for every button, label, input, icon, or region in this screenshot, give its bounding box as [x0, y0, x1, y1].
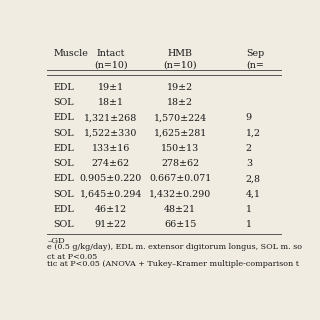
- Text: 1,570±224: 1,570±224: [154, 113, 207, 122]
- Text: SOL: SOL: [54, 190, 74, 199]
- Text: 0.667±0.071: 0.667±0.071: [149, 174, 211, 183]
- Text: 66±15: 66±15: [164, 220, 196, 229]
- Text: 19±1: 19±1: [98, 83, 124, 92]
- Text: 48±21: 48±21: [164, 205, 196, 214]
- Text: 278±62: 278±62: [161, 159, 199, 168]
- Text: HMB
(n=10): HMB (n=10): [163, 50, 197, 69]
- Text: SOL: SOL: [54, 220, 74, 229]
- Text: EDL: EDL: [54, 113, 74, 122]
- Text: EDL: EDL: [54, 205, 74, 214]
- Text: 0.905±0.220: 0.905±0.220: [80, 174, 142, 183]
- Text: 1,432±0.290: 1,432±0.290: [149, 190, 211, 199]
- Text: ct at P<0.05: ct at P<0.05: [47, 253, 98, 261]
- Text: Sep
(n=: Sep (n=: [246, 50, 264, 69]
- Text: 1,625±281: 1,625±281: [154, 129, 207, 138]
- Text: 2,8: 2,8: [246, 174, 261, 183]
- Text: 91±22: 91±22: [95, 220, 127, 229]
- Text: 18±1: 18±1: [98, 98, 124, 107]
- Text: SOL: SOL: [54, 159, 74, 168]
- Text: 3: 3: [246, 159, 252, 168]
- Text: tic at P<0.05 (ANOVA + Tukey–Kramer multiple-comparison t: tic at P<0.05 (ANOVA + Tukey–Kramer mult…: [47, 260, 300, 268]
- Text: –GD: –GD: [47, 237, 65, 245]
- Text: 2: 2: [246, 144, 252, 153]
- Text: 274±62: 274±62: [92, 159, 130, 168]
- Text: EDL: EDL: [54, 174, 74, 183]
- Text: 1,645±0.294: 1,645±0.294: [79, 190, 142, 199]
- Text: SOL: SOL: [54, 98, 74, 107]
- Text: 1: 1: [246, 220, 252, 229]
- Text: SOL: SOL: [54, 129, 74, 138]
- Text: Intact
(n=10): Intact (n=10): [94, 50, 127, 69]
- Text: 46±12: 46±12: [95, 205, 127, 214]
- Text: 18±2: 18±2: [167, 98, 193, 107]
- Text: EDL: EDL: [54, 144, 74, 153]
- Text: 150±13: 150±13: [161, 144, 199, 153]
- Text: 1,321±268: 1,321±268: [84, 113, 137, 122]
- Text: 9: 9: [246, 113, 252, 122]
- Text: 19±2: 19±2: [167, 83, 193, 92]
- Text: e (0.5 g/kg/day), EDL m. extensor digitorum longus, SOL m. so: e (0.5 g/kg/day), EDL m. extensor digito…: [47, 244, 302, 252]
- Text: 133±16: 133±16: [92, 144, 130, 153]
- Text: 1,522±330: 1,522±330: [84, 129, 137, 138]
- Text: Muscle: Muscle: [54, 50, 89, 59]
- Text: 1: 1: [246, 205, 252, 214]
- Text: 1,2: 1,2: [246, 129, 261, 138]
- Text: 4,1: 4,1: [246, 190, 261, 199]
- Text: EDL: EDL: [54, 83, 74, 92]
